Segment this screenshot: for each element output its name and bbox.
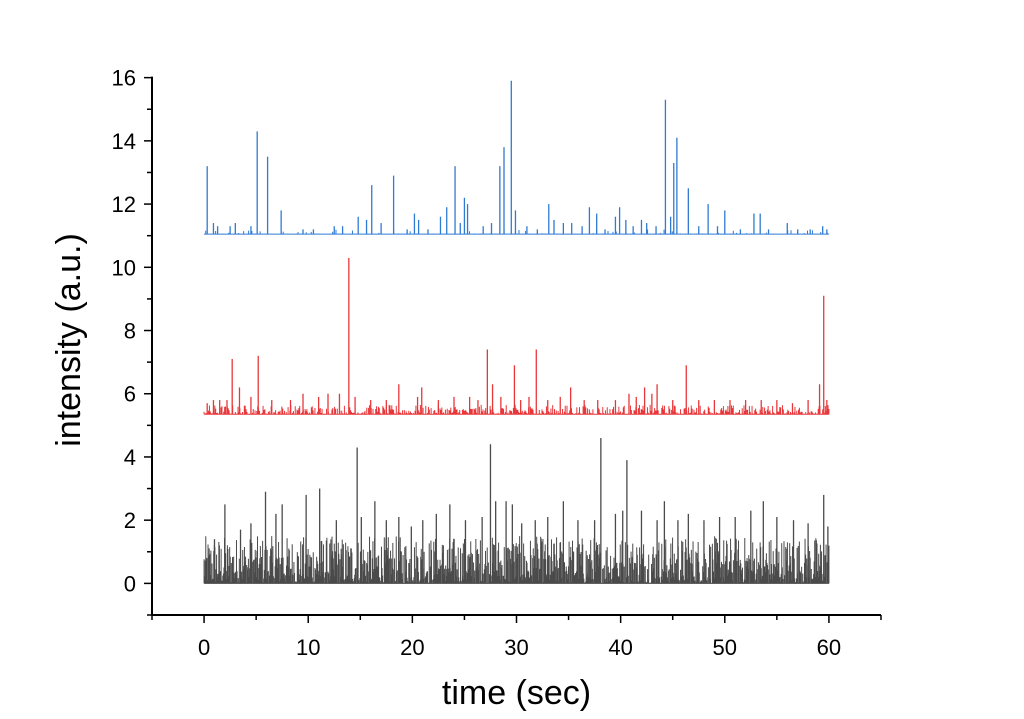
series-1-trace: [203, 404, 830, 415]
y-tick-label-16: 16: [112, 66, 136, 91]
y-tick-label-14: 14: [112, 129, 136, 154]
series-layer: [203, 80, 830, 584]
x-tick-label-60: 60: [817, 635, 841, 660]
y-tick-label-6: 6: [124, 382, 136, 407]
x-tick-label-20: 20: [400, 635, 424, 660]
x-tick-label-40: 40: [608, 635, 632, 660]
series-2-trace: [203, 229, 830, 235]
y-axis-label: intensity (a.u.): [50, 233, 88, 447]
series-1: [203, 257, 830, 415]
x-axis-label: time (sec): [442, 674, 591, 712]
y-tick-label-8: 8: [124, 319, 136, 344]
y-tick-label-4: 4: [124, 445, 136, 470]
x-tick-label-50: 50: [713, 635, 737, 660]
axes-layer: [151, 76, 881, 616]
y-tick-label-10: 10: [112, 255, 136, 280]
ticks-layer: 0 10 20 30 40 50 60 0 2 4 6 8 10 12 14 16: [112, 66, 882, 660]
x-tick-label-10: 10: [296, 635, 320, 660]
y-tick-label-12: 12: [112, 192, 136, 217]
y-tick-label-2: 2: [124, 508, 136, 533]
x-tick-label-30: 30: [504, 635, 528, 660]
x-tick-label-0: 0: [198, 635, 210, 660]
y-tick-label-0: 0: [124, 571, 136, 596]
series-2: [203, 80, 830, 235]
series-0: [203, 437, 830, 584]
